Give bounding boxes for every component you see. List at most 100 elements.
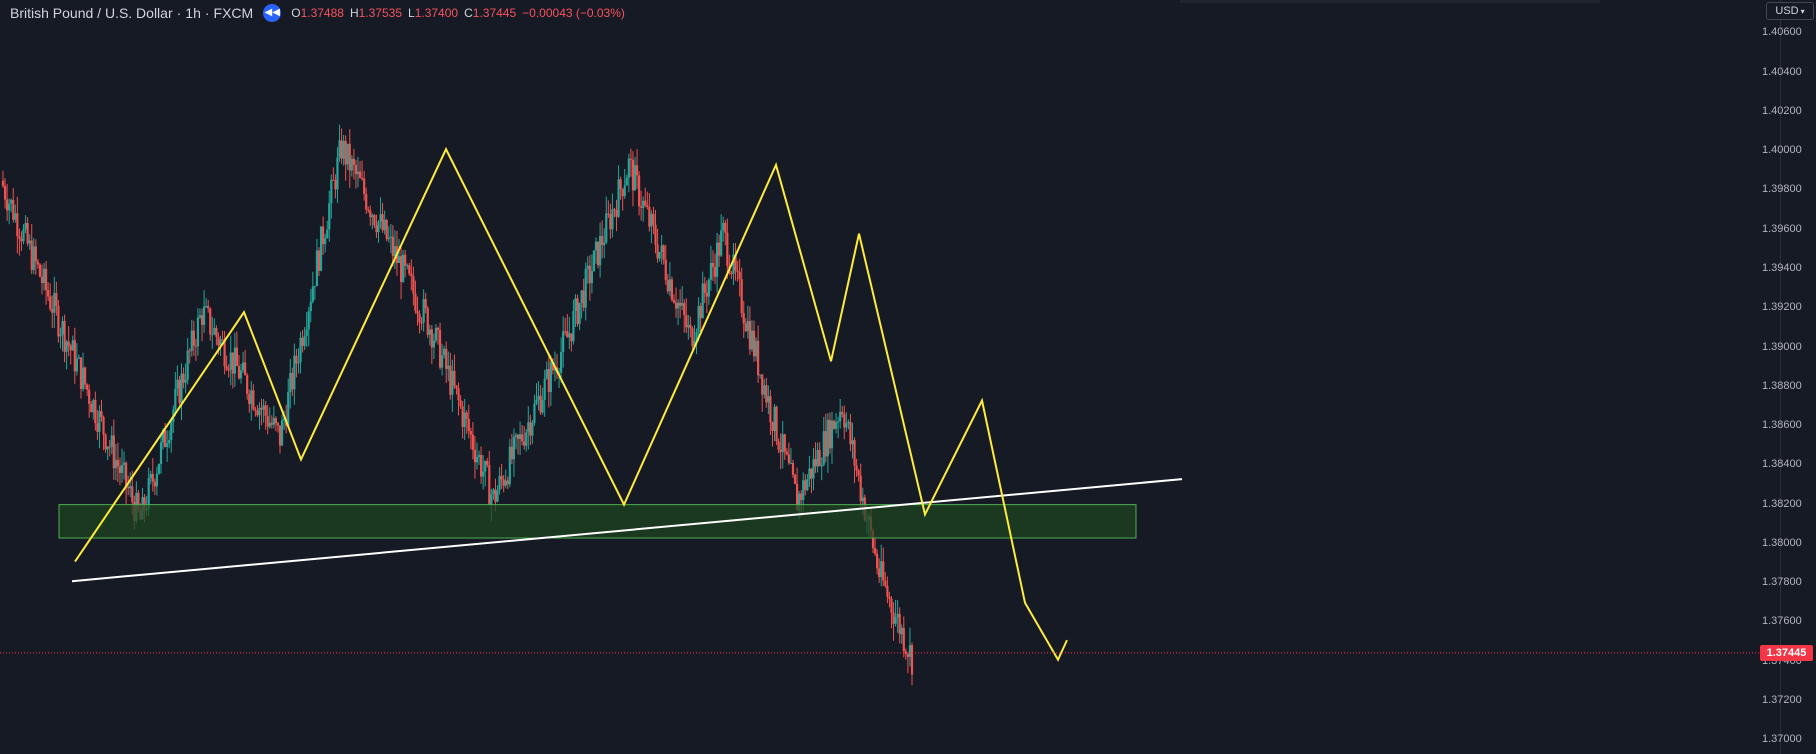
candle-body [798,493,801,511]
candle-body [71,340,74,351]
candle-body [260,407,263,410]
candle-body [670,279,674,300]
candle-body [340,140,343,159]
candle-body [451,370,454,395]
candle-body [894,617,897,624]
candle-body [94,400,97,424]
interval-label[interactable]: 1h [185,5,201,21]
price-tick-label: 1.39200 [1762,301,1802,314]
candle-body [514,434,518,437]
candle-body [258,407,261,416]
candle-body [246,375,249,394]
candle-body [490,494,493,505]
candle-body [750,330,754,350]
candle-body [346,143,349,165]
candle-body [709,262,713,280]
candle-body [564,331,567,333]
candle-body [654,224,657,245]
candle-body [215,328,218,337]
candle-body [884,580,887,586]
replay-button[interactable]: ◀◀ [263,4,282,22]
candle-body [810,468,813,479]
candle-body [317,250,321,271]
candle-body [549,362,552,393]
candle-body [428,329,431,335]
candle-body [385,219,388,240]
candle-body [268,422,271,427]
price-tick-label: 1.40200 [1762,104,1802,117]
candle-body [434,327,438,341]
candle-body [734,254,737,271]
chevron-down-icon: ▾ [1800,6,1805,16]
candle-body [441,355,444,368]
candle-body [687,324,690,328]
candle-body [309,301,312,312]
candle-body [42,268,46,283]
candle-body [190,330,193,351]
candle-body [83,367,87,385]
candle-body [412,276,415,294]
candle-body [631,159,635,191]
candle-body [469,431,472,435]
candle-body [436,327,440,331]
candle-body [691,328,694,347]
candle-body [574,298,577,311]
candle-body [757,340,760,376]
candle-body [166,443,169,447]
candle-body [6,199,9,211]
candle-body [8,203,11,211]
candle-body [880,561,883,578]
symbol-name[interactable]: British Pound / U.S. Dollar [10,5,173,21]
price-axis[interactable] [1780,0,1816,754]
candle-body [779,449,782,453]
candle-body [225,366,228,370]
candle-body [18,236,21,239]
candle-body [607,213,610,215]
candle-body [502,479,505,486]
currency-selector[interactable]: USD ▾ [1766,2,1814,20]
candle-body [652,213,655,225]
candle-body [748,321,751,350]
candle-body [276,423,280,426]
candle-body [402,254,405,282]
candle-body [793,474,797,484]
candle-body [180,373,183,404]
candle-body [681,303,684,306]
candle-body [231,352,234,374]
candle-body [590,271,594,284]
candle-body [196,317,200,347]
candle-body [802,480,805,501]
candle-body [159,442,163,464]
candle-body [350,158,353,171]
candle-body [871,530,875,549]
candle-body [369,210,372,218]
candle-body [718,242,721,256]
candle-body [724,222,727,233]
candle-body [611,209,614,230]
ohlc-close: C1.37445 [464,6,517,20]
candle-body [736,270,739,272]
candle-body [475,457,479,463]
candle-body [523,441,526,446]
candle-body [319,226,323,271]
candle-body [122,462,126,465]
candle-body [769,396,772,423]
candle-body [679,302,682,306]
candle-body [59,334,62,337]
candle-body [494,489,497,502]
candle-body [373,215,376,226]
candle-body [818,450,821,467]
candle-body [713,266,717,277]
candle-body [375,225,378,233]
candle-body [761,374,764,395]
candle-body [63,321,66,352]
candle-body [326,229,329,239]
candle-body [506,480,509,485]
candle-body [61,321,64,335]
candle-body [832,420,836,429]
zigzag-pattern-line [74,146,1068,662]
candle-body [22,229,25,242]
candle-body [221,339,224,341]
candle-body [730,272,733,274]
